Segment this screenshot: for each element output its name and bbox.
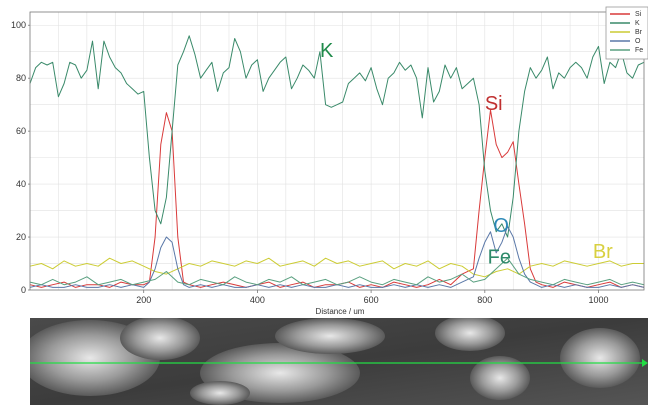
y-tick-label: 60 <box>16 126 26 136</box>
series-line-o <box>29 226 645 288</box>
legend: Si K Br O Fe <box>605 6 648 60</box>
y-tick-label: 20 <box>16 232 26 242</box>
plot-frame <box>29 11 645 291</box>
sem-micrograph-image <box>30 318 648 405</box>
annotation-o: O <box>493 215 509 237</box>
annotation-si: Si <box>485 93 503 115</box>
scan-line-arrowhead <box>642 359 648 367</box>
legend-label-fe: Fe <box>635 47 643 54</box>
legend-label-k: K <box>635 20 640 27</box>
x-tick-labels: 200 400 600 800 1000 <box>136 290 609 305</box>
annotation-k: K <box>320 40 334 62</box>
series-lines <box>29 35 645 288</box>
x-tick-label: 1000 <box>589 295 609 305</box>
legend-label-o: O <box>635 38 641 45</box>
element-annotations: K Si O Fe Br <box>320 40 613 269</box>
x-tick-label: 600 <box>364 295 379 305</box>
legend-label-si: Si <box>635 11 642 18</box>
x-tick-label: 800 <box>477 295 492 305</box>
x-tick-label: 200 <box>136 295 151 305</box>
y-tick-label: 80 <box>16 73 26 83</box>
x-tick-label: 400 <box>250 295 265 305</box>
y-tick-label: 40 <box>16 179 26 189</box>
y-tick-labels: 0 20 40 60 80 100 <box>11 20 30 295</box>
y-tick-label: 100 <box>11 20 26 30</box>
series-line-k <box>29 35 645 238</box>
annotation-fe: Fe <box>488 247 511 269</box>
eds-line-scan-chart: 0 20 40 60 80 100 200 400 600 800 1000 Distance /… <box>11 6 648 316</box>
series-line-fe <box>29 257 645 286</box>
legend-label-br: Br <box>635 29 643 36</box>
series-line-br <box>29 257 644 278</box>
plot-background <box>30 12 644 290</box>
x-axis-label: Distance / um <box>316 307 365 316</box>
annotation-br: Br <box>593 241 613 263</box>
y-tick-label: 0 <box>21 285 26 295</box>
